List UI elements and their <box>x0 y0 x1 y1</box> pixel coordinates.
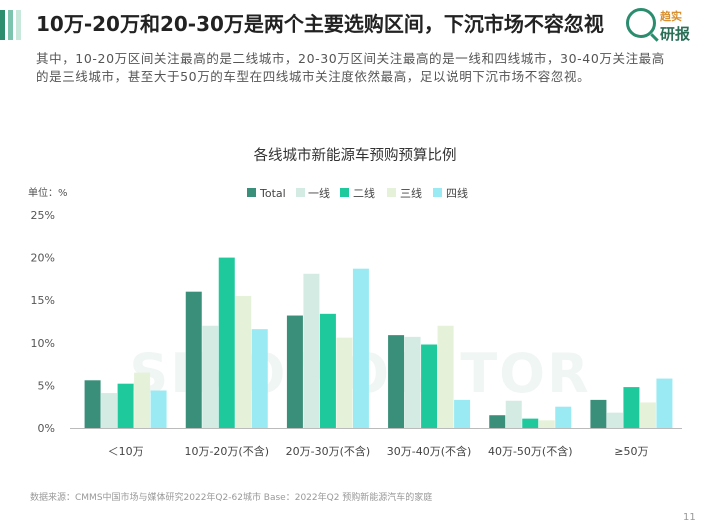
x-tick-label: 30万-40万(不含) <box>387 444 472 458</box>
x-axis: ＜10万 10万-20万(不含) 20万-30万(不含) 30万-40万(不含) 40万… <box>108 444 649 458</box>
y-tick-label: 10% <box>31 337 55 350</box>
bar-chart: SINOMONITOR 各线城市新能源车预购预算比例 单位：% Total一线二… <box>28 147 682 458</box>
bar <box>84 380 101 428</box>
bar <box>421 344 438 428</box>
bar <box>656 378 673 428</box>
bar <box>404 336 421 428</box>
x-tick-label: 40万-50万(不含) <box>488 444 573 458</box>
legend-label: Total <box>259 187 286 200</box>
bar <box>538 420 555 428</box>
legend-swatch <box>433 188 442 197</box>
chart-legend: Total 一线 二线 三线 四线 <box>247 186 468 200</box>
legend-label: 三线 <box>400 186 422 200</box>
bar <box>303 273 320 428</box>
bar <box>388 335 405 428</box>
unit-label: 单位：% <box>28 186 68 199</box>
bars <box>84 257 673 428</box>
bar <box>606 412 623 428</box>
bar <box>101 393 118 428</box>
legend-label: 一线 <box>308 186 330 200</box>
bar <box>522 418 539 428</box>
bar <box>286 315 303 428</box>
y-tick-label: 15% <box>31 294 55 307</box>
brand-logo: 趋实 研报 <box>626 6 704 46</box>
y-tick-label: 25% <box>31 209 55 222</box>
bar <box>117 383 134 428</box>
x-tick-label: 10万-20万(不含) <box>184 444 269 458</box>
x-tick-label: ≥50万 <box>614 445 648 458</box>
legend-label: 四线 <box>446 186 468 200</box>
bar <box>319 313 336 428</box>
logo-text-line1: 趋实 <box>660 10 682 23</box>
bar <box>185 291 202 428</box>
bar <box>352 268 369 428</box>
bar <box>437 325 454 428</box>
bar <box>251 329 268 428</box>
x-tick-label: ＜10万 <box>108 445 144 458</box>
y-axis: 0% 5% 10% 15% 20% 25% <box>31 209 55 435</box>
chart-title: 各线城市新能源车预购预算比例 <box>254 147 457 164</box>
page-title: 10万-20万和20-30万是两个主要选购区间，下沉市场不容忽视 <box>36 12 604 36</box>
legend-label: 二线 <box>353 186 375 200</box>
bar <box>150 390 167 428</box>
bar <box>489 415 506 428</box>
bar <box>235 295 252 428</box>
title-accent-bar <box>0 10 26 40</box>
bar <box>623 387 640 428</box>
bar <box>555 406 572 428</box>
bar <box>218 257 235 428</box>
legend-swatch <box>247 188 256 197</box>
bar <box>590 399 607 428</box>
bar <box>639 402 656 428</box>
bar <box>202 325 219 428</box>
page-number: 11 <box>683 512 696 523</box>
bar <box>454 399 471 428</box>
legend-swatch <box>387 188 396 197</box>
bar <box>134 372 151 428</box>
bar <box>336 337 353 428</box>
page-description: 其中，10-20万区间关注最高的是二线城市，20-30万区间关注最高的是一线和四… <box>36 51 665 84</box>
logo-text-line2: 研报 <box>660 25 691 43</box>
legend-swatch <box>296 188 305 197</box>
magnifier-q-logo-icon <box>626 8 656 38</box>
legend-swatch <box>340 188 349 197</box>
y-tick-label: 20% <box>31 252 55 265</box>
y-tick-label: 5% <box>38 379 55 392</box>
bar <box>505 400 522 428</box>
y-tick-label: 0% <box>38 422 55 435</box>
x-tick-label: 20万-30万(不含) <box>286 444 371 458</box>
data-source-note: 数据来源：CMMS中国市场与媒体研究2022年Q2-62城市 Base：2022… <box>30 493 433 503</box>
